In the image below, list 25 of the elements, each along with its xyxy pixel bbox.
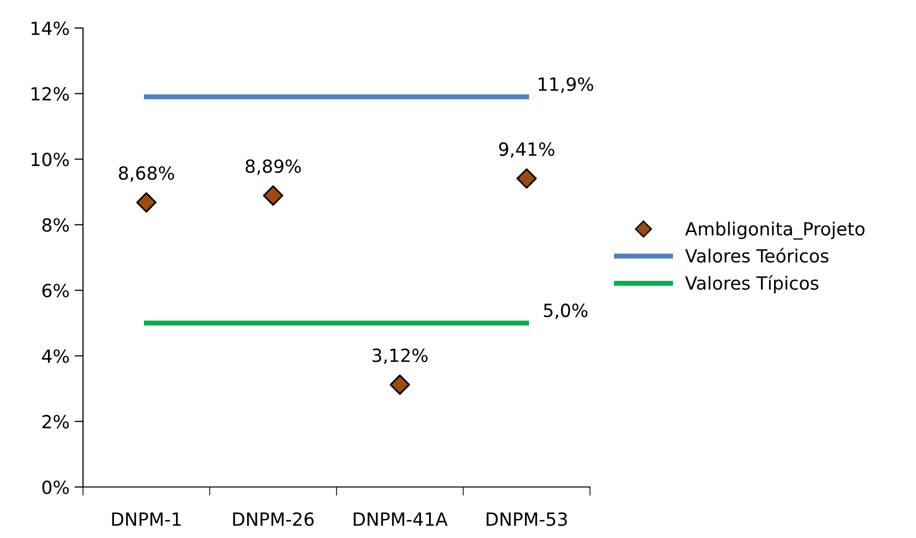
point <box>262 185 284 206</box>
y-tick-label: 2% <box>42 414 69 429</box>
point <box>390 374 410 395</box>
data-label: 9,41% <box>499 142 554 158</box>
y-tick-label: 4% <box>42 349 69 363</box>
x-tick-label: DNPM-53 <box>486 512 567 526</box>
y-tick-label: 8% <box>42 218 69 232</box>
x-tick-label: DNPM-26 <box>233 512 314 526</box>
x-tick-label: DNPM-41A <box>354 512 448 526</box>
legend-label: Valores Teóricos <box>685 248 828 263</box>
y-tick-label: 14% <box>32 21 69 36</box>
legend-label: Valores Típicos <box>685 275 818 294</box>
point <box>136 192 157 213</box>
y-tick-label: 0% <box>42 480 69 494</box>
y-tick-label: 12% <box>32 87 69 101</box>
y-tick-label: 10% <box>32 152 69 166</box>
data-label: 11,9% <box>538 77 594 93</box>
data-label: 8,89% <box>246 159 301 175</box>
point <box>516 168 537 189</box>
y-tick-label: 6% <box>42 284 69 298</box>
data-label: 5,0% <box>544 304 588 320</box>
data-label: 8,68% <box>118 166 174 182</box>
data-label: 3,12% <box>372 348 428 364</box>
x-tick-label: DNPM-1 <box>112 512 181 526</box>
legend-label: Ambligonita_Projeto <box>685 222 864 240</box>
